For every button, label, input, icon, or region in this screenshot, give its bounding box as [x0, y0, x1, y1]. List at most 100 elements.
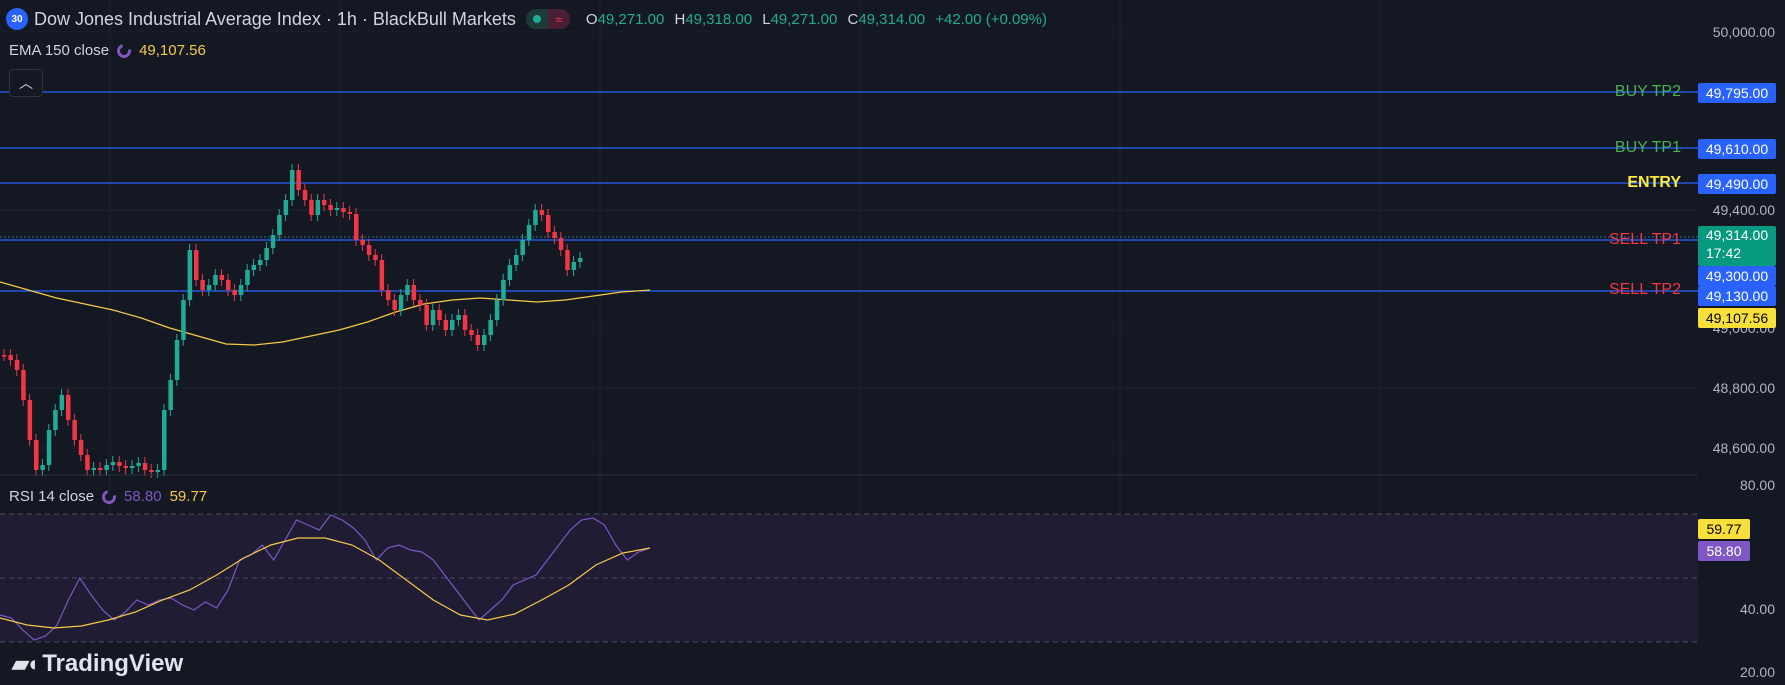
- candle: [149, 470, 154, 472]
- candle: [571, 262, 577, 270]
- candle: [85, 455, 90, 470]
- ema-line: [0, 281, 651, 346]
- tradingview-icon: ▰◖: [12, 651, 39, 676]
- current-price-tag: 49,314.00 17:42: [1698, 226, 1776, 266]
- candle: [78, 440, 84, 455]
- buy-tp2-label[interactable]: BUY TP2: [1614, 83, 1681, 100]
- candle: [424, 305, 429, 325]
- candle: [507, 265, 513, 280]
- candle: [110, 462, 116, 465]
- candle: [354, 214, 359, 240]
- rsi-legend[interactable]: RSI 14 close 58.80 59.77: [9, 486, 207, 507]
- rsi-tag: 58.80: [1698, 541, 1750, 561]
- candle: [168, 380, 173, 410]
- candle: [219, 275, 225, 280]
- candle: [302, 190, 308, 200]
- candle: [98, 468, 103, 470]
- status-pill[interactable]: ≈: [525, 9, 570, 29]
- candle: [462, 315, 468, 330]
- candle: [181, 300, 186, 340]
- candle: [66, 395, 71, 420]
- candle: [264, 248, 269, 260]
- candle: [232, 290, 237, 295]
- candle: [379, 260, 385, 290]
- candle: [366, 245, 372, 255]
- candle: [552, 232, 557, 238]
- rsi-tick: 20.00: [1739, 664, 1775, 680]
- candle: [136, 463, 141, 466]
- candle: [398, 295, 404, 310]
- candle: [494, 300, 500, 320]
- candle: [469, 330, 474, 335]
- price-tick: 48,800.00: [1712, 380, 1775, 396]
- candle: [200, 280, 205, 290]
- candle: [475, 335, 481, 345]
- bar-countdown: 17:42: [1706, 245, 1742, 261]
- candle: [277, 215, 282, 235]
- candle: [360, 240, 365, 245]
- candle: [2, 355, 7, 357]
- ema-price-tag: 49,107.56: [1698, 308, 1776, 328]
- candle: [430, 310, 436, 325]
- collapse-legend-button[interactable]: ︿: [9, 69, 43, 97]
- ema-legend[interactable]: EMA 150 close 49,107.56: [9, 40, 206, 61]
- price-tick: 49,400.00: [1712, 202, 1775, 218]
- candle: [162, 410, 167, 470]
- candle: [258, 260, 263, 265]
- symbol-header: 30 Dow Jones Industrial Average Index · …: [6, 8, 1047, 30]
- candle: [194, 250, 199, 280]
- candle: [526, 225, 532, 240]
- candle: [53, 410, 58, 430]
- candle: [328, 205, 333, 210]
- candle: [373, 255, 378, 260]
- brand-name: TradingView: [42, 650, 184, 677]
- symbol-title[interactable]: Dow Jones Industrial Average Index · 1h …: [34, 8, 516, 29]
- candle: [558, 238, 564, 250]
- symbol-icon[interactable]: 30: [6, 8, 28, 30]
- rsi-tick: 80.00: [1739, 477, 1775, 493]
- candle: [520, 240, 525, 255]
- sell-tp1-label[interactable]: SELL TP1: [1608, 231, 1681, 248]
- candle: [456, 315, 461, 320]
- price-tick: 48,600.00: [1712, 440, 1775, 456]
- candle: [27, 400, 33, 440]
- candle: [315, 200, 321, 215]
- candle: [59, 395, 65, 410]
- candle: [539, 210, 545, 215]
- candle: [123, 466, 129, 468]
- entry-label[interactable]: ENTRY: [1627, 174, 1681, 191]
- candle: [533, 210, 538, 225]
- candle: [40, 465, 45, 470]
- candle: [34, 440, 39, 470]
- rsi-line: [0, 514, 651, 641]
- current-price: 49,314.00: [1705, 227, 1769, 243]
- candle: [501, 280, 506, 300]
- candle: [405, 285, 410, 295]
- rsi-tick: 40.00: [1739, 601, 1775, 617]
- candle: [546, 215, 551, 232]
- market-open-icon: [525, 9, 548, 29]
- rsi-ma-line: [0, 537, 651, 629]
- candle: [322, 200, 327, 205]
- candle: [174, 340, 180, 380]
- candle: [187, 250, 193, 300]
- candle: [270, 235, 276, 248]
- candle: [565, 250, 570, 270]
- buy-tp1-label[interactable]: BUY TP1: [1614, 139, 1681, 156]
- sell-tp2-price-tag: 49,130.00: [1698, 286, 1776, 306]
- ema-value: 49,107.56: [139, 42, 206, 59]
- refresh-icon: [114, 40, 134, 61]
- ema-label: EMA 150 close: [9, 42, 110, 59]
- candle: [142, 463, 148, 470]
- candle: [443, 320, 449, 330]
- chevron-up-icon: ︿: [19, 75, 33, 91]
- tradingview-logo[interactable]: ▰◖ TradingView: [12, 650, 183, 678]
- candle: [488, 320, 493, 335]
- candle: [392, 300, 397, 310]
- sell-tp2-label[interactable]: SELL TP2: [1608, 281, 1681, 298]
- candle: [245, 270, 250, 285]
- candle: [386, 290, 391, 300]
- candle: [309, 200, 314, 215]
